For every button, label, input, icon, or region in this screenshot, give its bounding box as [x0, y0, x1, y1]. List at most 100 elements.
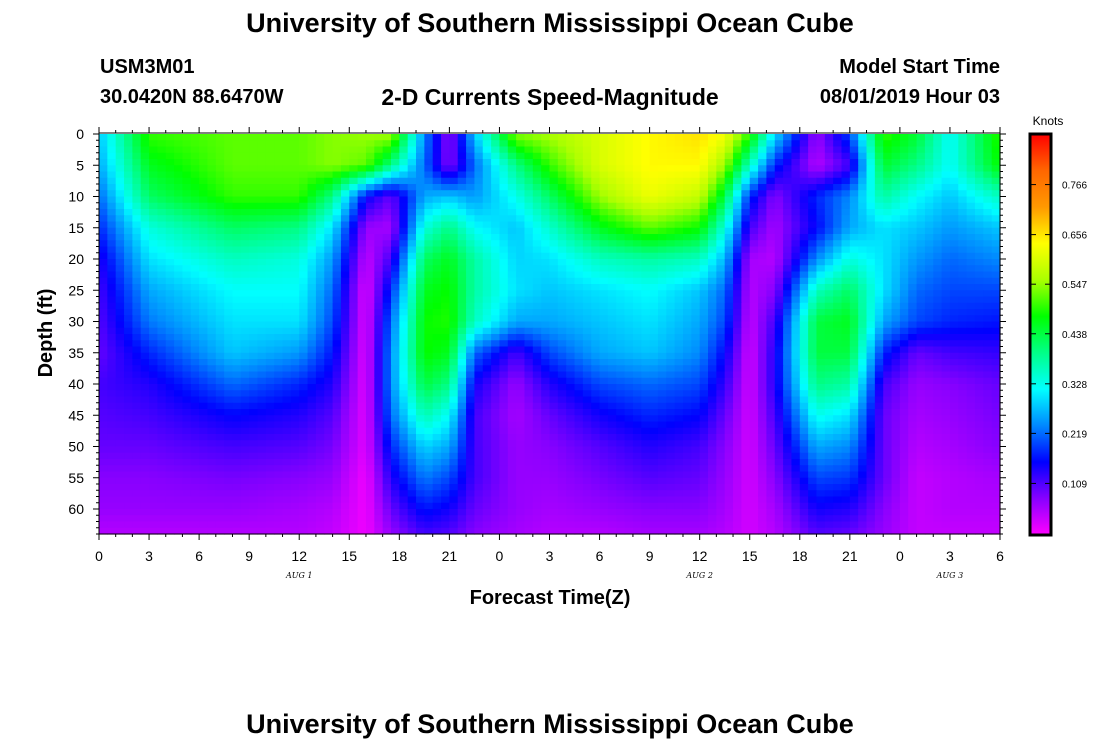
heatmap-cell: [249, 409, 259, 416]
heatmap-cell: [649, 202, 659, 210]
heatmap-cell: [699, 184, 709, 191]
heatmap-cell: [708, 359, 717, 366]
heatmap-cell: [140, 215, 150, 223]
heatmap-cell: [457, 284, 467, 291]
heatmap-cell: [332, 140, 342, 148]
heatmap-cell: [616, 265, 626, 273]
heatmap-cell: [949, 365, 959, 373]
heatmap-cell: [924, 377, 934, 385]
heatmap-cell: [132, 171, 142, 179]
heatmap-cell: [908, 359, 918, 366]
heatmap-cell: [215, 202, 225, 210]
heatmap-cell: [791, 346, 801, 354]
heatmap-cell: [457, 240, 467, 248]
heatmap-cell: [849, 327, 859, 335]
heatmap-cell: [107, 365, 117, 373]
heatmap-cell: [307, 384, 317, 391]
heatmap-cell: [632, 177, 642, 185]
heatmap-cell: [474, 340, 484, 348]
heatmap-cell: [149, 290, 158, 298]
heatmap-cell: [591, 290, 601, 298]
heatmap-cell: [582, 246, 592, 254]
heatmap-cell: [916, 246, 926, 254]
heatmap-cell: [708, 265, 717, 273]
heatmap-cell: [182, 277, 192, 285]
heatmap-cell: [315, 134, 325, 141]
heatmap-cell: [749, 227, 759, 235]
heatmap-cell: [516, 252, 526, 260]
heatmap-cell: [532, 334, 542, 341]
heatmap-cell: [299, 184, 309, 191]
heatmap-cell: [541, 271, 551, 279]
heatmap-cell: [466, 196, 476, 204]
heatmap-cell: [232, 309, 242, 316]
heatmap-cell: [99, 409, 108, 416]
heatmap-cell: [866, 309, 876, 316]
heatmap-cell: [532, 177, 542, 185]
heatmap-cell: [240, 146, 250, 154]
heatmap-cell: [274, 377, 284, 385]
heatmap-cell: [399, 140, 409, 148]
heatmap-cell: [991, 134, 1001, 141]
heatmap-cell: [632, 371, 642, 379]
heatmap-cell: [607, 152, 617, 160]
heatmap-cell: [758, 402, 767, 410]
heatmap-cell: [99, 259, 108, 266]
heatmap-cell: [599, 302, 609, 310]
heatmap-cell: [657, 234, 667, 241]
heatmap-cell: [708, 290, 717, 298]
heatmap-cell: [616, 340, 626, 348]
heatmap-cell: [332, 415, 342, 423]
heatmap-cell: [766, 227, 776, 235]
heatmap-cell: [399, 384, 409, 391]
heatmap-cell: [624, 202, 634, 210]
heatmap-cell: [691, 359, 701, 366]
heatmap-cell: [674, 215, 684, 223]
heatmap-cell: [157, 284, 167, 291]
heatmap-cell: [974, 177, 984, 185]
heatmap-cell: [190, 234, 200, 241]
heatmap-cell: [557, 177, 567, 185]
heatmap-cell: [582, 334, 592, 341]
heatmap-cell: [833, 402, 843, 410]
heatmap-cell: [499, 152, 509, 160]
heatmap-cell: [157, 302, 167, 310]
heatmap-cell: [641, 271, 651, 279]
heatmap-cell: [858, 309, 868, 316]
heatmap-cell: [699, 271, 709, 279]
heatmap-cell: [224, 415, 234, 423]
heatmap-cell: [916, 202, 926, 210]
heatmap-cell: [457, 346, 467, 354]
heatmap-cell: [624, 165, 634, 173]
heatmap-cell: [749, 190, 759, 198]
heatmap-cell: [165, 315, 175, 323]
heatmap-cell: [958, 340, 968, 348]
heatmap-cell: [708, 315, 717, 323]
heatmap-cell: [924, 277, 934, 285]
heatmap-cell: [883, 290, 893, 298]
heatmap-cell: [441, 196, 450, 204]
heatmap-cell: [866, 384, 876, 391]
heatmap-cell: [249, 327, 259, 335]
heatmap-cell: [758, 134, 767, 141]
heatmap-cell: [699, 365, 709, 373]
heatmap-cell: [966, 165, 976, 173]
heatmap-cell: [340, 221, 350, 229]
heatmap-cell: [541, 384, 551, 391]
heatmap-cell: [949, 152, 959, 160]
heatmap-cell: [165, 409, 175, 416]
heatmap-cell: [290, 146, 300, 154]
heatmap-cell: [874, 140, 884, 148]
heatmap-cell: [941, 265, 951, 273]
heatmap-cell: [482, 390, 492, 398]
heatmap-cell: [299, 202, 309, 210]
heatmap-cell: [357, 346, 367, 354]
heatmap-cell: [315, 290, 325, 298]
heatmap-cell: [899, 177, 909, 185]
heatmap-cell: [549, 134, 559, 141]
heatmap-cell: [774, 165, 784, 173]
heatmap-cell: [190, 352, 200, 360]
heatmap-cell: [783, 396, 793, 404]
heatmap-cell: [766, 146, 776, 154]
heatmap-cell: [507, 271, 517, 279]
